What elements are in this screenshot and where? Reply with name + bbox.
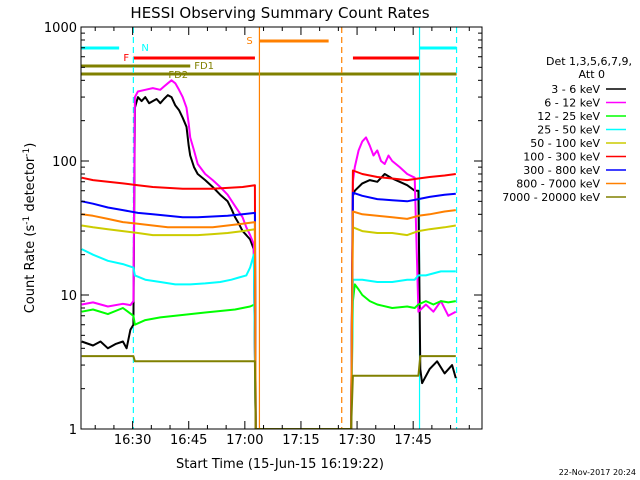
legend-entry-label: 7000 - 20000 keV [502, 191, 600, 204]
legend-entry-label: 6 - 12 keV [544, 97, 600, 110]
flag-label: FD1 [194, 61, 214, 72]
x-tick-label: 17:45 [394, 433, 431, 448]
y-axis-label-end: ) [23, 143, 38, 148]
plot-frame [80, 26, 483, 430]
series-lines [81, 79, 457, 429]
y-tick-label: 100 [52, 155, 77, 170]
chart-title: HESSI Observing Summary Count Rates [130, 4, 429, 22]
legend-entry-label: 25 - 50 keV [537, 124, 600, 137]
y-axis-ticks: 1 10 100 1000 [44, 21, 482, 438]
footer-timestamp: 22-Nov-2017 20:24 [559, 468, 636, 477]
y-axis-label-sup2: -1 [22, 148, 32, 157]
x-axis-ticks: 16:30 16:45 17:00 17:15 17:30 17:45 [94, 27, 470, 448]
series-line [81, 283, 456, 429]
y-axis-label-mid: detector [23, 156, 38, 216]
series-line [81, 79, 457, 429]
x-tick-label: 17:15 [282, 433, 319, 448]
x-tick-label: 16:45 [170, 433, 207, 448]
legend-entry-label: 3 - 6 keV [551, 83, 600, 96]
y-tick-label: 1 [69, 423, 77, 438]
series-line [81, 169, 456, 429]
flag-label: FD2 [168, 70, 188, 81]
x-tick-label: 17:00 [226, 433, 263, 448]
flag-bars [81, 39, 457, 76]
legend-entry-label: 300 - 800 keV [523, 164, 600, 177]
legend-header-line1: Det 1,3,5,6,7,9, [546, 55, 632, 68]
series-line [81, 248, 456, 429]
series-line [81, 224, 456, 429]
flag-label: F [123, 53, 129, 64]
y-axis-label-sup1: -1 [22, 216, 32, 225]
legend-entry-label: 12 - 25 keV [537, 110, 600, 123]
y-axis-label: Count Rate (s-1 detector-1) [22, 143, 38, 314]
flag-label: S [246, 36, 252, 47]
legend-entry-label: 100 - 300 keV [523, 151, 600, 164]
x-tick-label: 17:30 [338, 433, 375, 448]
flag-label: N [141, 43, 148, 54]
legend-entry-label: 50 - 100 keV [530, 137, 600, 150]
y-axis-label-main: Count Rate (s [23, 225, 38, 314]
series-line [81, 191, 456, 429]
series-line [81, 209, 456, 429]
series-line [81, 94, 457, 429]
legend-entry-label: 800 - 7000 keV [516, 178, 600, 191]
x-axis-label: Start Time (15-Jun-15 16:19:22) [176, 457, 384, 472]
x-tick-label: 16:30 [114, 433, 151, 448]
y-tick-label: 1000 [44, 21, 77, 36]
series-line [81, 355, 456, 429]
y-tick-label: 10 [60, 289, 77, 304]
legend-header-line2: Att 0 [579, 68, 605, 81]
